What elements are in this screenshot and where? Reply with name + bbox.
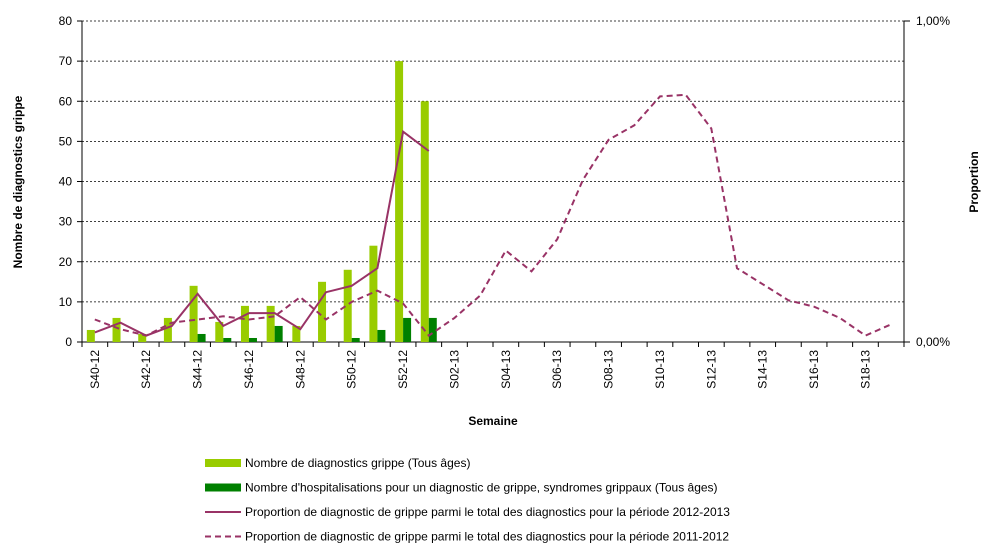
x-tick-label: S04-13	[499, 350, 513, 389]
bar	[215, 321, 224, 342]
x-tick-label: S50-12	[345, 350, 359, 389]
x-tick-label: S52-12	[396, 350, 410, 389]
bar	[240, 305, 249, 342]
y-tick-label: 40	[59, 175, 73, 189]
y-tick-label: 50	[59, 134, 73, 148]
line	[94, 129, 430, 337]
y2-axis-label: Proportion	[967, 151, 981, 212]
legend-label: Proportion de diagnostic de grippe parmi…	[245, 505, 730, 519]
bar	[248, 337, 257, 342]
bar	[163, 317, 172, 342]
bar	[189, 285, 198, 342]
y-tick-label: 30	[59, 215, 73, 229]
x-axis-label: Semaine	[468, 414, 518, 428]
bar	[318, 281, 327, 342]
x-tick-label: S18-13	[858, 350, 872, 389]
bar	[86, 329, 95, 342]
legend-label: Proportion de diagnostic de grippe parmi…	[245, 530, 729, 544]
legend-swatch	[205, 459, 241, 467]
bar	[403, 317, 412, 342]
bar	[377, 329, 386, 342]
bar	[112, 317, 121, 342]
legend-label: Nombre d'hospitalisations pour un diagno…	[245, 481, 718, 495]
x-tick-label: S02-13	[447, 350, 461, 389]
bar	[428, 317, 437, 342]
x-tick-label: S46-12	[242, 350, 256, 389]
y-tick-label: 80	[59, 14, 73, 28]
y-tick-label: 60	[59, 94, 73, 108]
y-axis-label: Nombre de diagnostics grippe	[11, 95, 25, 268]
y-tick-label: 0	[65, 335, 72, 349]
legend-label: Nombre de diagnostics grippe (Tous âges)	[245, 456, 470, 470]
y2-tick-label: 1,00%	[916, 14, 950, 28]
x-tick-label: S08-13	[602, 350, 616, 389]
y2-tick-label: 0,00%	[916, 335, 950, 349]
bar	[343, 269, 352, 342]
x-tick-label: S12-13	[704, 350, 718, 389]
bar	[266, 305, 275, 342]
bar	[395, 61, 404, 342]
y-tick-label: 20	[59, 255, 73, 269]
bar	[292, 325, 301, 342]
bar	[197, 333, 206, 342]
x-tick-label: S10-13	[653, 350, 667, 389]
bar	[138, 333, 147, 342]
x-tick-label: S42-12	[139, 350, 153, 389]
bar	[274, 325, 283, 342]
x-tick-label: S16-13	[807, 350, 821, 389]
bar	[369, 245, 378, 342]
legend-swatch	[205, 483, 241, 492]
bar	[223, 337, 232, 342]
x-tick-label: S14-13	[756, 350, 770, 389]
x-tick-label: S44-12	[191, 350, 205, 389]
x-tick-label: S48-12	[293, 350, 307, 389]
x-tick-label: S40-12	[88, 350, 102, 389]
line	[94, 93, 892, 337]
bar	[420, 101, 429, 342]
y-tick-label: 70	[59, 54, 73, 68]
x-tick-label: S06-13	[550, 350, 564, 389]
y-tick-label: 10	[59, 295, 73, 309]
bar	[351, 337, 360, 342]
